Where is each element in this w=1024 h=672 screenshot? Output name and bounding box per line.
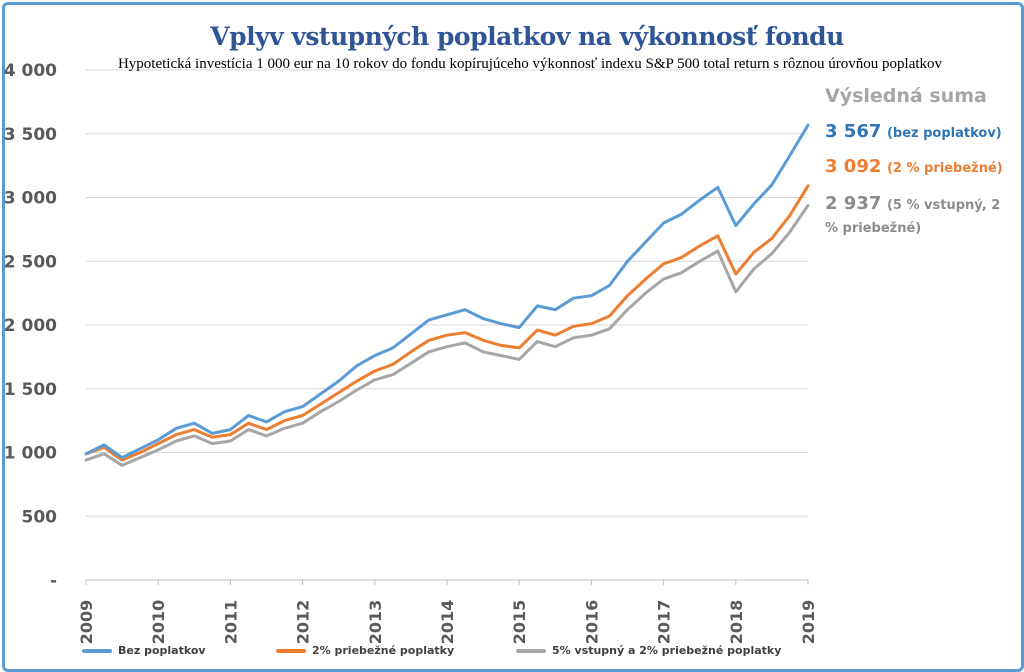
x-tick-label: 2019: [799, 600, 818, 645]
x-tick-label: 2012: [294, 600, 313, 645]
x-tick-label: 2016: [582, 600, 601, 645]
y-tick-label: 2 000: [4, 316, 57, 336]
legend-swatch: [276, 648, 306, 653]
y-tick-label: 1 000: [4, 444, 57, 464]
x-tick-label: 2015: [510, 600, 529, 645]
y-tick-label: 3 500: [4, 125, 57, 145]
legend-item-5pct-2pct-fees: 5% vstupný a 2% priebežné poplatky: [516, 644, 781, 657]
x-tick-label: 2017: [655, 600, 674, 645]
legend-label: Bez poplatkov: [118, 644, 206, 657]
legend-swatch: [516, 648, 546, 653]
chart-title: Vplyv vstupných poplatkov na výkonnosť f…: [210, 22, 844, 51]
x-axis: 2009 2010 2011 2012 2013 2014 2015 2016 2017 2018…: [77, 579, 818, 645]
legend-label: 2% priebežné poplatky: [312, 644, 455, 657]
y-tick-label: 500: [22, 507, 58, 527]
x-tick-label: 2013: [366, 600, 385, 645]
result-2pct-fees: 3 092 (2 % priebežné): [825, 156, 1015, 179]
result-label: (5 % vstupný, 2 % priebežné): [825, 198, 1001, 236]
y-tick-label: -: [50, 571, 57, 591]
x-tick-label: 2014: [438, 600, 457, 645]
series-line-1: [84, 184, 810, 462]
result-label: (bez poplatkov): [886, 126, 1002, 141]
legend-label: 5% vstupný a 2% priebežné poplatky: [552, 644, 782, 657]
x-tick-label: 2011: [221, 600, 240, 645]
gridlines: [86, 69, 808, 517]
legend-item-2pct-fees: 2% priebežné poplatky: [276, 644, 454, 657]
result-heading: Výsledná suma: [825, 85, 987, 107]
x-tick-label: 2018: [727, 600, 746, 645]
y-tick-label: 1 500: [4, 380, 57, 400]
x-tick-label: 2009: [77, 600, 96, 645]
result-value: 3 092: [825, 156, 882, 177]
legend-item-no-fees: Bez poplatkov: [82, 644, 206, 657]
series-line-0: [84, 123, 810, 460]
x-tick-label: 2010: [149, 600, 168, 645]
result-value: 2 937: [825, 193, 882, 214]
result-value: 3 567: [825, 121, 882, 142]
result-no-fees: 3 567 (bez poplatkov): [825, 121, 1015, 144]
result-5pct-2pct-fees: 2 937 (5 % vstupný, 2 % priebežné): [825, 193, 1015, 239]
y-tick-label: 3 000: [4, 189, 57, 209]
legend-swatch: [82, 648, 112, 653]
chart-subtitle: Hypotetická investícia 1 000 eur na 10 r…: [117, 56, 943, 72]
result-label: (2 % priebežné): [886, 161, 1003, 176]
y-tick-label: 4 000: [4, 61, 57, 81]
chart-legend: Bez poplatkov 2% priebežné poplatky 5% v…: [0, 644, 1024, 664]
series-line-2: [84, 204, 810, 467]
y-axis-ticks: - 500 1 000 1 500 2 000 2 500 3 000 3 500 4 000: [4, 61, 57, 591]
series-lines: [84, 123, 810, 467]
y-tick-label: 2 500: [4, 252, 57, 272]
